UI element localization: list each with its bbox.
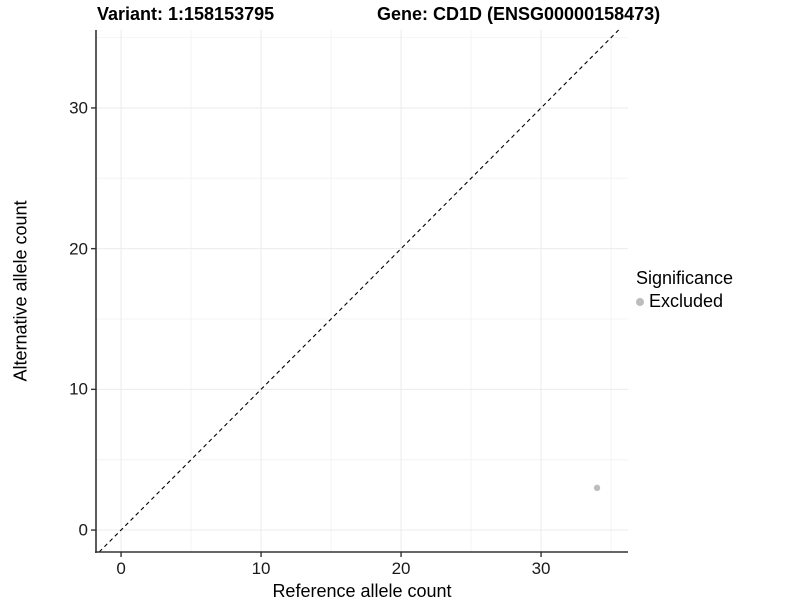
variant-title: Variant: 1:158153795 bbox=[97, 4, 275, 24]
y-tick-label: 20 bbox=[69, 239, 88, 259]
y-axis-title: Alternative allele count bbox=[10, 200, 31, 382]
data-point bbox=[593, 484, 601, 492]
x-tick-label: 30 bbox=[531, 559, 551, 578]
y-tick-label: 10 bbox=[69, 379, 88, 399]
legend: Significance Excluded bbox=[636, 268, 733, 312]
y-tick-label: 30 bbox=[69, 98, 88, 118]
y-tick-label: 0 bbox=[78, 520, 88, 540]
legend-title: Significance bbox=[636, 268, 734, 288]
gene-title: Gene: CD1D (ENSG00000158473) bbox=[377, 4, 661, 24]
x-tick-label: 10 bbox=[251, 559, 271, 578]
x-tick-label: 0 bbox=[116, 559, 126, 578]
legend-item-excluded: Excluded bbox=[636, 291, 733, 312]
legend-item-label: Excluded bbox=[649, 291, 724, 311]
x-axis-title: Reference allele count bbox=[272, 581, 452, 600]
x-tick-label: 20 bbox=[391, 559, 411, 578]
legend-point-icon bbox=[636, 297, 644, 306]
